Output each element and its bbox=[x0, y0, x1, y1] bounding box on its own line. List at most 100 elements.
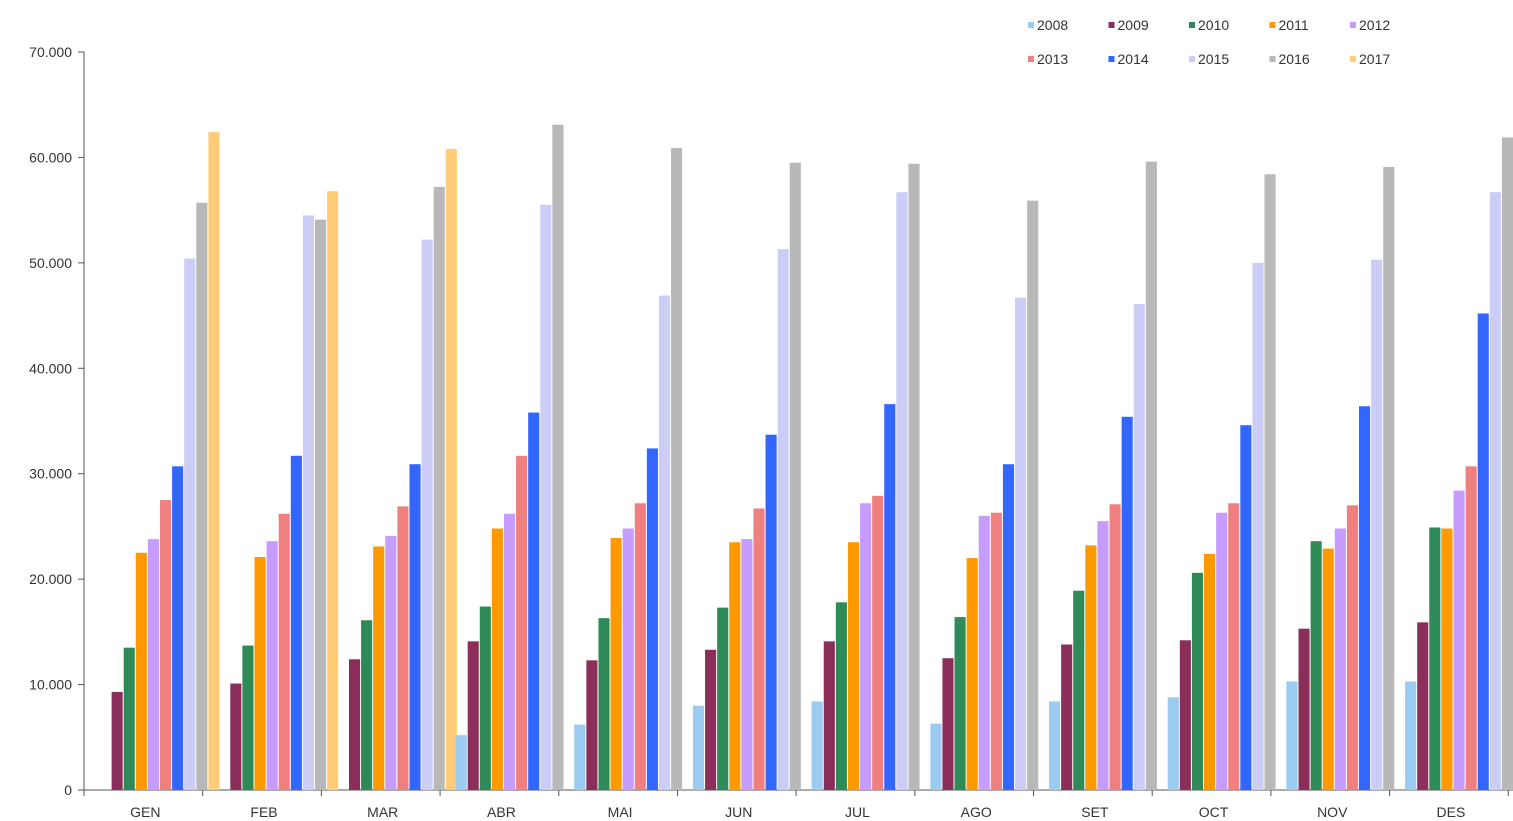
bar-2008-mai bbox=[574, 724, 586, 790]
bar-2012-set bbox=[1097, 521, 1109, 790]
category-label: SET bbox=[1081, 804, 1109, 820]
category-label: JUN bbox=[725, 804, 752, 820]
bar-2011-oct bbox=[1204, 553, 1216, 790]
bar-2009-feb bbox=[230, 683, 242, 790]
bar-2010-set bbox=[1073, 590, 1085, 790]
bar-2012-feb bbox=[266, 541, 278, 790]
bar-2012-jul bbox=[860, 503, 872, 790]
y-tick-label: 10.000 bbox=[29, 677, 72, 693]
legend-swatch-2010 bbox=[1189, 22, 1195, 28]
bar-2014-feb bbox=[290, 455, 302, 790]
bar-2014-des bbox=[1477, 313, 1489, 790]
bar-2009-abr bbox=[467, 641, 479, 790]
y-tick-label: 50.000 bbox=[29, 255, 72, 271]
bar-2015-mar bbox=[421, 239, 433, 791]
bar-2009-des bbox=[1417, 622, 1429, 790]
bar-2012-ago bbox=[978, 515, 990, 790]
bar-2016-gen bbox=[196, 202, 208, 790]
legend-swatch-2017 bbox=[1350, 56, 1356, 62]
bar-2011-mai bbox=[610, 538, 622, 790]
bar-2013-mai bbox=[634, 503, 646, 790]
bar-2011-jul bbox=[847, 542, 860, 790]
bar-2009-oct bbox=[1179, 640, 1191, 790]
bar-2016-feb bbox=[314, 219, 327, 791]
bar-2008-ago bbox=[930, 723, 942, 790]
bar-2008-abr bbox=[455, 735, 467, 790]
bar-2013-abr bbox=[516, 455, 528, 790]
bar-2010-feb bbox=[242, 645, 254, 790]
bar-2017-feb bbox=[327, 191, 339, 790]
bar-2014-gen bbox=[172, 466, 184, 790]
legend-swatch-2015 bbox=[1189, 56, 1195, 62]
y-axis: 0 10.000 20.000 30.000 40.000 50.000 60.000 70.… bbox=[29, 44, 85, 798]
bar-2009-set bbox=[1061, 644, 1073, 790]
category-label: ABR bbox=[487, 804, 516, 820]
bar-2015-nov bbox=[1371, 259, 1383, 790]
legend-label-2017: 2017 bbox=[1359, 51, 1390, 67]
bar-2008-jun bbox=[692, 705, 705, 790]
category-label: AGO bbox=[961, 804, 992, 820]
bar-2013-mar bbox=[397, 506, 409, 790]
bar-2015-mai bbox=[658, 295, 671, 790]
bar-2009-ago bbox=[942, 658, 954, 790]
bar-2010-mai bbox=[598, 618, 610, 790]
bar-2016-jun bbox=[789, 162, 801, 790]
category-label: NOV bbox=[1317, 804, 1348, 820]
bar-2012-jun bbox=[741, 539, 753, 790]
legend-swatch-2016 bbox=[1269, 56, 1276, 62]
category-label: MAI bbox=[608, 804, 633, 820]
legend-swatch-2008 bbox=[1028, 22, 1034, 28]
bar-2014-oct bbox=[1240, 425, 1252, 790]
bar-2014-nov bbox=[1359, 406, 1371, 790]
legend-label-2013: 2013 bbox=[1037, 51, 1068, 67]
bar-2013-jul bbox=[872, 495, 884, 790]
bar-2015-abr bbox=[540, 204, 552, 790]
bar-2013-des bbox=[1465, 466, 1477, 790]
legend-label-2011: 2011 bbox=[1279, 17, 1309, 33]
legend-label-2008: 2008 bbox=[1037, 17, 1068, 33]
x-axis: GEN FEB MAR ABR MAI JUN JUL AGO SET OCT NOV DES bbox=[83, 789, 1513, 820]
bar-2008-nov bbox=[1286, 681, 1298, 790]
legend-label-2014: 2014 bbox=[1118, 51, 1149, 67]
category-label: MAR bbox=[367, 804, 398, 820]
bar-2014-abr bbox=[528, 412, 540, 790]
bar-2011-des bbox=[1441, 528, 1453, 790]
bar-2015-jun bbox=[777, 249, 789, 790]
y-tick-label: 0 bbox=[64, 782, 72, 798]
legend-label-2010: 2010 bbox=[1198, 17, 1229, 33]
bar-2013-gen bbox=[160, 500, 172, 790]
bar-2009-nov bbox=[1298, 628, 1310, 790]
bar-2015-feb bbox=[302, 215, 314, 790]
bar-2012-nov bbox=[1334, 528, 1346, 790]
bar-2013-oct bbox=[1228, 503, 1240, 790]
bar-2014-jun bbox=[765, 434, 777, 790]
bar-2012-oct bbox=[1216, 512, 1228, 790]
bar-2011-feb bbox=[254, 557, 266, 790]
bar-2012-des bbox=[1453, 490, 1465, 790]
bar-2016-des bbox=[1501, 137, 1513, 790]
bar-2016-ago bbox=[1027, 200, 1039, 790]
bar-2010-jun bbox=[717, 607, 729, 790]
bar-2009-jul bbox=[823, 641, 835, 790]
bar-2016-mai bbox=[671, 147, 683, 790]
bar-2016-abr bbox=[552, 124, 564, 790]
bar-2009-mai bbox=[586, 660, 598, 790]
category-label: OCT bbox=[1199, 804, 1229, 820]
bar-2008-set bbox=[1049, 701, 1061, 790]
bar-2009-mar bbox=[348, 659, 361, 790]
bar-2009-gen bbox=[111, 691, 123, 790]
legend-label-2015: 2015 bbox=[1198, 51, 1229, 67]
bar-2009-jun bbox=[705, 649, 717, 790]
bar-2016-set bbox=[1145, 161, 1157, 790]
bar-2015-jul bbox=[896, 192, 908, 791]
bar-2016-nov bbox=[1383, 166, 1395, 791]
bar-2017-gen bbox=[208, 132, 220, 790]
bar-2013-feb bbox=[278, 513, 290, 790]
bar-2014-ago bbox=[1002, 464, 1015, 790]
bar-2011-abr bbox=[491, 528, 503, 790]
bar-2015-set bbox=[1133, 303, 1145, 790]
bar-2016-jul bbox=[908, 163, 920, 791]
bar-2008-jul bbox=[811, 701, 823, 790]
legend-swatch-2012 bbox=[1350, 22, 1356, 28]
